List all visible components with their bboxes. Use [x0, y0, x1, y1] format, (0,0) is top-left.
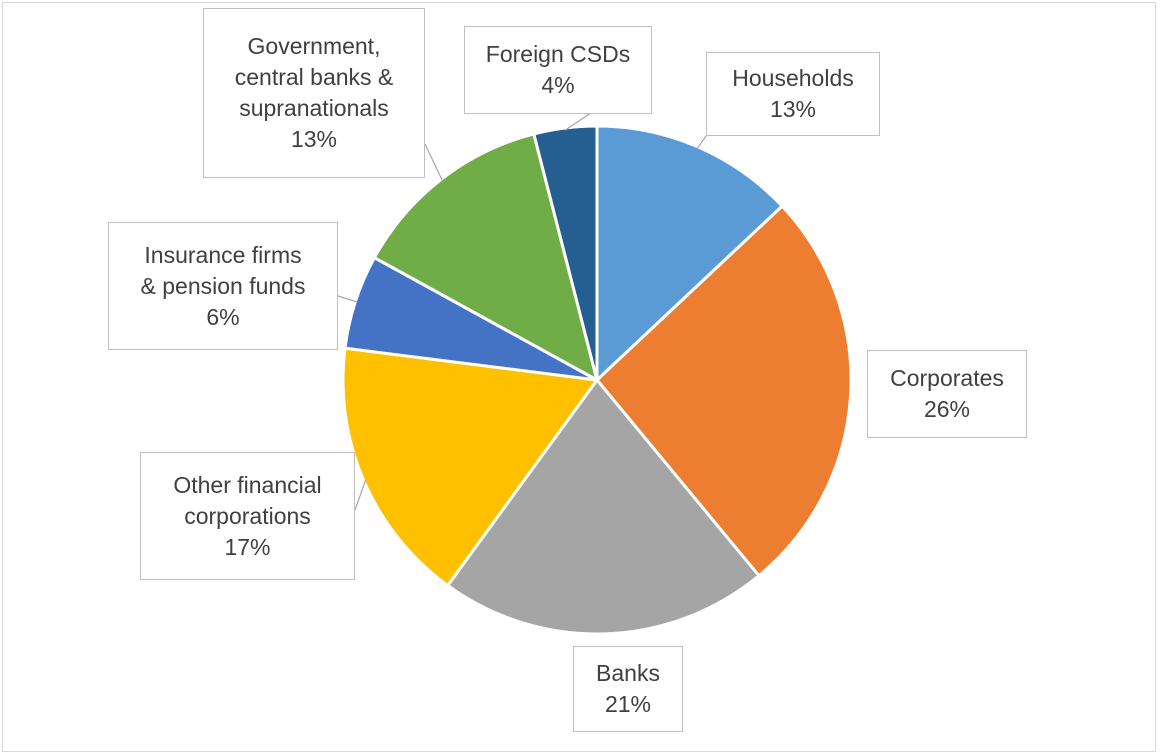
callout-foreign-csds: Foreign CSDs 4%: [464, 26, 652, 114]
callout-insurance-pension: Insurance firms & pension funds 6%: [108, 222, 338, 350]
pie-slice-2: [446, 378, 761, 636]
pie-slice-3: [341, 346, 599, 587]
callout-line: corporations: [184, 502, 311, 529]
callout-percent: 26%: [923, 396, 971, 422]
leader-line: [424, 143, 444, 182]
callout-line: Insurance firms: [144, 241, 302, 268]
callout-percent: 17%: [224, 533, 271, 560]
callout-line: supranationals: [239, 95, 389, 121]
callout-line: Government,: [247, 33, 381, 59]
callout-line: Households: [732, 65, 854, 91]
callout-other-financial-corporations: Other financial corporations 17%: [140, 452, 355, 580]
leader-line: [354, 479, 367, 511]
callout-line: Foreign CSDs: [485, 41, 631, 67]
callout-banks: Banks 21%: [573, 646, 683, 732]
callout-corporates: Corporates 26%: [867, 350, 1027, 438]
pie-slice-1: [595, 204, 853, 578]
callout-percent: 4%: [541, 72, 575, 98]
callout-government: Government, central banks & supranationa…: [203, 8, 425, 178]
callout-line: Other financial: [173, 471, 322, 498]
callout-percent: 6%: [206, 303, 240, 330]
callout-line: Corporates: [890, 365, 1004, 391]
callout-line: Banks: [596, 660, 660, 686]
leader-line: [337, 295, 358, 303]
callout-households: Households 13%: [706, 52, 880, 136]
callout-percent: 21%: [604, 691, 652, 717]
pie-slice-6: [532, 124, 599, 382]
callout-percent: 13%: [290, 126, 338, 152]
leader-line: [696, 135, 707, 150]
callout-line: central banks &: [234, 64, 394, 90]
callout-percent: 13%: [769, 96, 817, 122]
callout-line: & pension funds: [140, 272, 306, 299]
